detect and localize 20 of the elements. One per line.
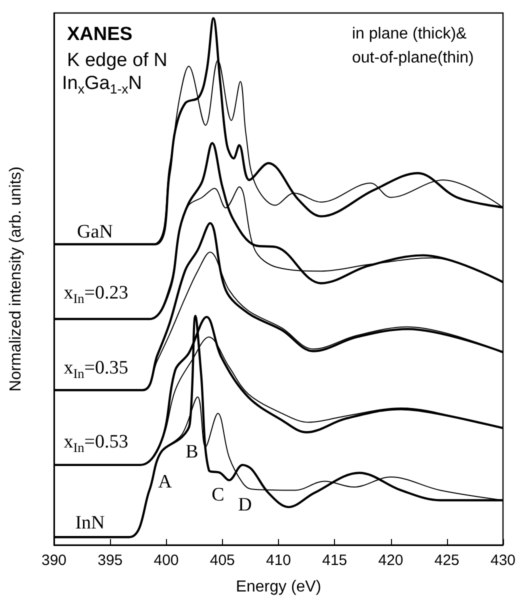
x-tick-label: 395 <box>98 552 123 569</box>
annotation: D <box>238 494 252 516</box>
annotation: A <box>158 472 172 492</box>
x-tick-label: 430 <box>490 552 516 569</box>
annotation: in plane (thick)& out-of-plane(thin) <box>352 26 474 66</box>
x-tick-label: 425 <box>434 552 460 569</box>
x-tick-label: 400 <box>154 552 179 569</box>
annotation: B <box>186 442 198 462</box>
annotation: C <box>212 484 224 506</box>
y-axis-title: Normalized intensity (arb. units) <box>8 166 24 392</box>
x-tick-label: 410 <box>266 552 292 569</box>
text: K edge of N <box>67 50 168 71</box>
x-axis-title: Energy (eV) <box>236 578 322 596</box>
x-tick-label: 415 <box>322 552 348 569</box>
x-tick-label: 390 <box>41 552 67 569</box>
chart-title: XANES <box>67 24 132 45</box>
annotation: GaN <box>77 222 114 242</box>
x-tick-label: 420 <box>378 552 404 569</box>
annotation: InN <box>75 512 106 534</box>
x-tick-label: 405 <box>210 552 235 569</box>
